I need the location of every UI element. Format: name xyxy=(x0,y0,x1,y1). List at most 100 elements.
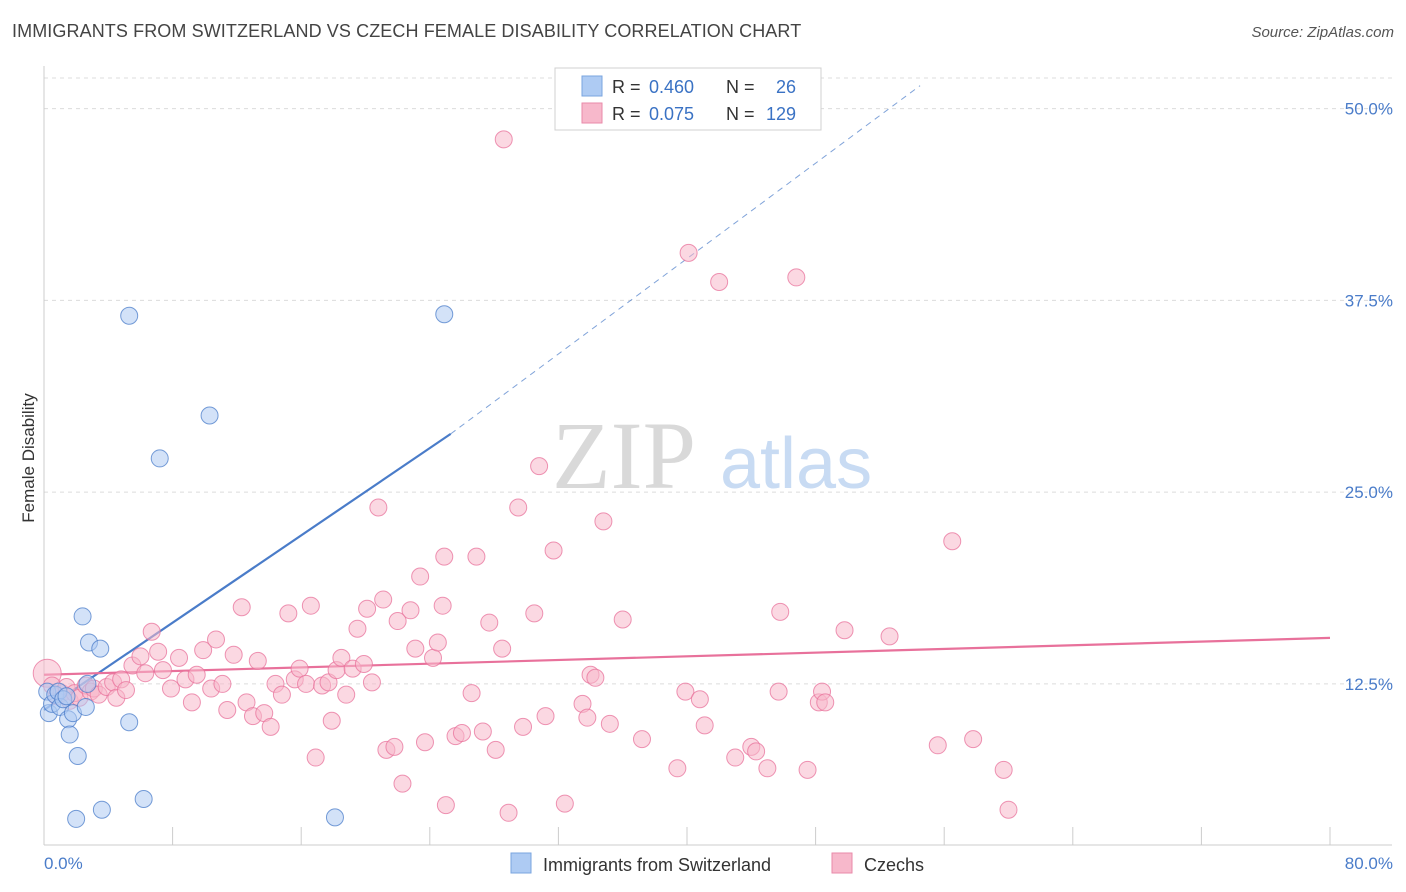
data-point xyxy=(78,674,97,693)
data-point xyxy=(337,685,356,704)
data-point xyxy=(218,701,237,720)
watermark-zip: ZIP xyxy=(552,402,696,509)
data-point xyxy=(187,665,206,684)
data-point xyxy=(194,641,213,660)
y-tick-label: 12.5% xyxy=(1345,675,1393,694)
data-point xyxy=(131,647,150,666)
data-point xyxy=(452,724,471,743)
data-point xyxy=(943,532,962,551)
data-point xyxy=(67,809,86,828)
data-point xyxy=(632,730,651,749)
data-point xyxy=(594,512,613,531)
data-point xyxy=(493,639,512,658)
data-point xyxy=(385,737,404,756)
data-point xyxy=(758,759,777,778)
data-point xyxy=(322,711,341,730)
data-point xyxy=(424,648,443,667)
legend-swatch-switzerland xyxy=(581,75,603,97)
legend-r-label-1: R = xyxy=(612,77,641,97)
data-point xyxy=(509,498,528,517)
data-point xyxy=(388,612,407,631)
bottom-legend: Immigrants from Switzerland Czechs xyxy=(510,852,924,875)
data-point xyxy=(578,708,597,727)
data-point xyxy=(134,789,153,808)
y-tick-label: 50.0% xyxy=(1345,100,1393,119)
data-point xyxy=(325,808,344,827)
bottom-legend-swatch-czechs xyxy=(831,852,853,874)
data-point xyxy=(393,774,412,793)
data-point xyxy=(499,803,518,822)
bottom-legend-switzerland: Immigrants from Switzerland xyxy=(543,855,771,875)
data-point xyxy=(116,681,135,700)
data-point xyxy=(486,740,505,759)
bottom-legend-czechs: Czechs xyxy=(864,855,924,875)
legend-n-value-2: 129 xyxy=(766,104,796,124)
bottom-legend-swatch-switzerland xyxy=(510,852,532,874)
legend-r-value-2: 0.075 xyxy=(649,104,694,124)
data-point xyxy=(613,610,632,629)
data-point xyxy=(835,621,854,640)
legend-swatch-czechs xyxy=(581,102,603,124)
data-point xyxy=(787,268,806,287)
data-point xyxy=(726,748,745,767)
data-point xyxy=(600,714,619,733)
data-point xyxy=(73,607,92,626)
data-point xyxy=(436,796,455,815)
series-switzerland xyxy=(38,305,454,828)
data-point xyxy=(369,498,388,517)
data-point xyxy=(332,648,351,667)
data-point xyxy=(586,668,605,687)
data-point xyxy=(690,690,709,709)
data-point xyxy=(525,604,544,623)
data-point xyxy=(68,747,87,766)
data-point xyxy=(279,604,298,623)
tick-labels: 12.5% 25.0% 37.5% 50.0% 0.0% 80.0% xyxy=(44,100,1393,873)
legend-n-label-1: N = xyxy=(726,77,755,97)
data-point xyxy=(994,760,1013,779)
data-point xyxy=(480,613,499,632)
legend-n-value-1: 26 xyxy=(776,77,796,97)
x-tick-label-min: 0.0% xyxy=(44,854,83,873)
data-point xyxy=(272,685,291,704)
data-point xyxy=(161,679,180,698)
data-point xyxy=(354,654,373,673)
data-point xyxy=(536,707,555,726)
chart-source: Source: ZipAtlas.com xyxy=(1251,24,1394,41)
data-point xyxy=(348,619,367,638)
data-point xyxy=(374,590,393,609)
data-point xyxy=(170,648,189,667)
data-point xyxy=(182,693,201,712)
data-point xyxy=(406,639,425,658)
grid-lines xyxy=(44,77,1392,685)
data-point xyxy=(142,622,161,641)
data-point xyxy=(428,633,447,652)
data-point xyxy=(769,682,788,701)
y-tick-label: 37.5% xyxy=(1345,291,1393,310)
legend-r-value-1: 0.460 xyxy=(649,77,694,97)
data-point xyxy=(771,602,790,621)
data-point xyxy=(120,713,139,732)
data-point xyxy=(880,627,899,646)
data-point xyxy=(798,760,817,779)
trend-line-extension-switzerland xyxy=(450,85,921,435)
data-point xyxy=(435,547,454,566)
data-point xyxy=(358,599,377,618)
data-point xyxy=(362,673,381,692)
legend: R = 0.460 N = 26 R = 0.075 N = 129 xyxy=(554,67,822,131)
y-axis-label: Female Disability xyxy=(19,393,38,523)
data-point xyxy=(433,596,452,615)
data-point xyxy=(136,664,155,683)
data-point xyxy=(149,642,168,661)
data-point xyxy=(816,693,835,712)
trend-lines xyxy=(43,85,1331,711)
data-point xyxy=(248,651,267,670)
data-point xyxy=(207,630,226,649)
data-point xyxy=(668,759,687,778)
data-point xyxy=(514,717,533,736)
data-point xyxy=(57,687,76,706)
data-point xyxy=(261,717,280,736)
data-point xyxy=(928,736,947,755)
data-point xyxy=(290,659,309,678)
data-point xyxy=(473,722,492,741)
